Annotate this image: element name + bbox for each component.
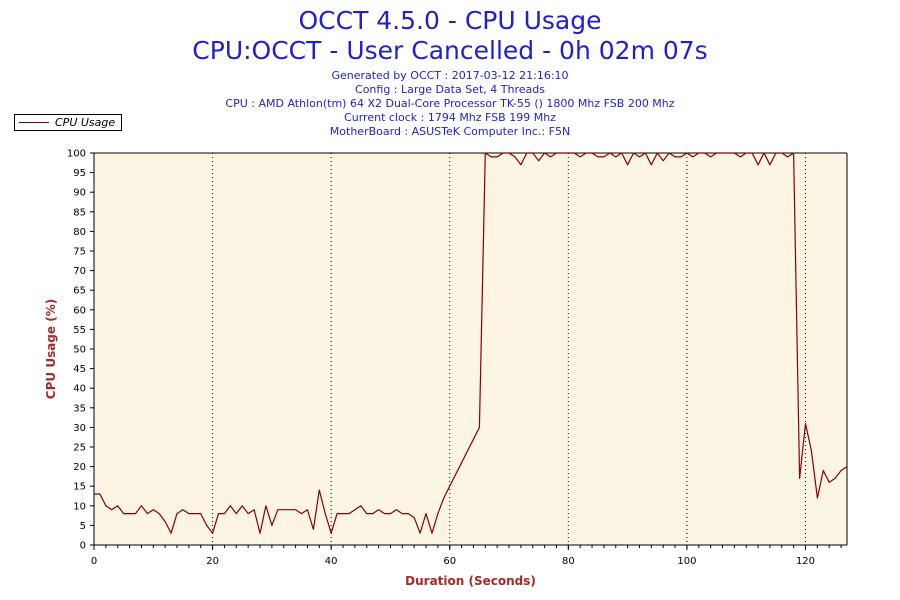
y-tick-label: 85 <box>73 207 86 218</box>
y-tick-label: 45 <box>73 364 86 375</box>
y-tick-label: 90 <box>73 188 86 199</box>
info-config: Config : Large Data Set, 4 Threads <box>355 83 545 96</box>
y-tick-label: 0 <box>80 541 86 552</box>
x-tick-label: 100 <box>677 556 696 567</box>
series-line-cpu-usage <box>94 152 848 534</box>
y-tick-label: 35 <box>73 403 86 414</box>
y-tick-label: 65 <box>73 286 86 297</box>
x-axis-label: Duration (Seconds) <box>405 574 536 588</box>
x-tick-label: 40 <box>325 556 338 567</box>
y-tick-label: 100 <box>67 149 86 160</box>
chart-title: OCCT 4.5.0 - CPU Usage <box>298 6 602 35</box>
y-tick-label: 5 <box>80 521 86 532</box>
y-tick-label: 30 <box>73 423 86 434</box>
chart-subtitle: CPU:OCCT - User Cancelled - 0h 02m 07s <box>192 36 708 65</box>
y-tick-label: 55 <box>73 325 86 336</box>
y-tick-label: 50 <box>73 345 86 356</box>
info-motherboard: MotherBoard : ASUSTeK Computer Inc.: F5N <box>329 125 571 138</box>
y-tick-label: 25 <box>73 443 86 454</box>
legend-swatch <box>19 122 49 123</box>
y-tick-label: 95 <box>73 168 86 179</box>
y-tick-label: 70 <box>73 266 86 277</box>
x-tick-label: 60 <box>443 556 456 567</box>
info-cpu: CPU : AMD Athlon(tm) 64 X2 Dual-Core Pro… <box>225 97 675 110</box>
y-tick-label: 15 <box>73 482 86 493</box>
y-tick-label: 60 <box>73 305 86 316</box>
y-tick-label: 75 <box>73 247 86 258</box>
y-tick-label: 80 <box>73 227 86 238</box>
x-tick-label: 120 <box>796 556 815 567</box>
x-tick-label: 80 <box>562 556 575 567</box>
y-axis-label: CPU Usage (%) <box>44 299 58 399</box>
y-tick-label: 20 <box>73 462 86 473</box>
legend: CPU Usage <box>14 114 122 131</box>
y-tick-label: 40 <box>73 384 86 395</box>
info-clock: Current clock : 1794 Mhz FSB 199 Mhz <box>344 111 556 124</box>
legend-label: CPU Usage <box>55 116 116 129</box>
info-generated: Generated by OCCT : 2017-03-12 21:16:10 <box>331 69 569 82</box>
plot-area <box>94 153 847 545</box>
x-tick-label: 20 <box>206 556 219 567</box>
y-tick-label: 10 <box>73 501 86 512</box>
x-tick-label: 0 <box>91 556 97 567</box>
